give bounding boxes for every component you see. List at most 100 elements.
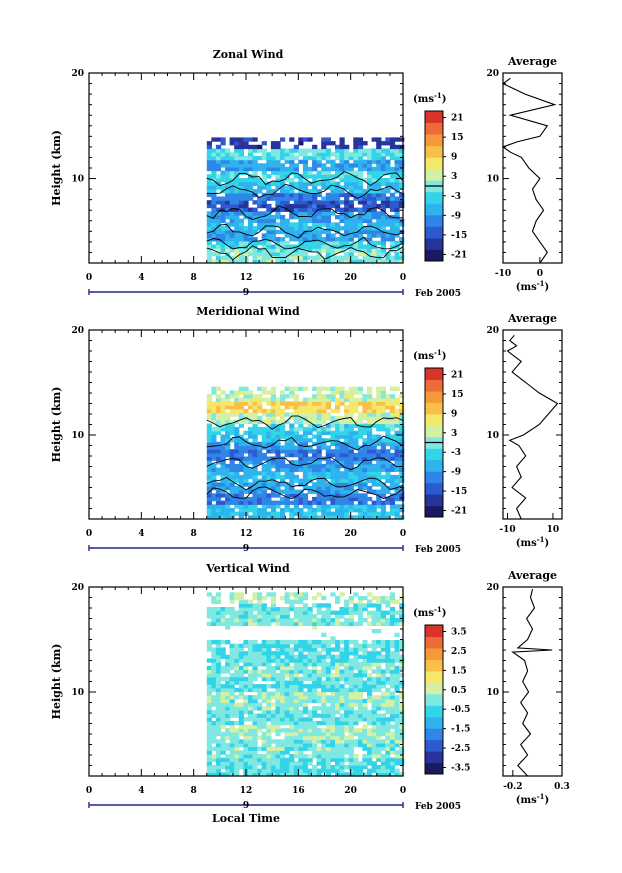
heat-cell (284, 618, 290, 623)
heat-cell (284, 669, 290, 674)
heat-cell (339, 419, 345, 425)
heat-cell (261, 141, 267, 146)
heat-cell (302, 761, 309, 766)
heat-cell (215, 511, 222, 516)
heat-cell (353, 408, 359, 414)
heat-cell (344, 159, 350, 164)
heat-cell (389, 397, 396, 402)
heat-cell (344, 144, 350, 150)
heat-cell (289, 434, 295, 439)
heat-cell (371, 687, 377, 693)
heat-cell (257, 728, 263, 733)
heat-cell (385, 706, 391, 711)
heat-cell (335, 215, 341, 220)
heat-cell (215, 614, 222, 619)
heat-cell (215, 768, 222, 773)
heat-cell (284, 240, 290, 246)
heat-cell (344, 687, 350, 693)
heat-cell (257, 189, 263, 194)
heat-cell (266, 618, 272, 623)
heat-cell (284, 200, 290, 205)
heat-cell (385, 746, 391, 751)
heat-cell (371, 452, 377, 458)
heat-cell (335, 680, 341, 685)
heat-cell (225, 485, 231, 491)
heat-cell (248, 621, 254, 626)
heat-cell (261, 768, 267, 773)
heat-cell (376, 496, 382, 502)
heat-cell (399, 152, 405, 157)
heat-cell (215, 445, 222, 450)
heat-cell (302, 163, 309, 168)
heat-cell (353, 401, 359, 406)
heat-cell (325, 244, 331, 249)
heat-cell (316, 662, 322, 667)
colorbar-swatch (425, 448, 443, 461)
profile-line (506, 334, 559, 520)
heat-cell (234, 434, 240, 439)
heat-cell (206, 452, 212, 458)
heat-cell (266, 159, 272, 164)
heat-cell (312, 181, 318, 186)
heat-cell (215, 452, 222, 458)
heat-cell (394, 739, 400, 744)
contour-line (206, 486, 404, 500)
y-tick-label: 20 (71, 326, 84, 336)
heat-cell (380, 386, 386, 391)
heat-cell (248, 772, 254, 777)
heat-cell (243, 155, 249, 161)
heat-cell (284, 695, 290, 700)
heat-cell (357, 218, 364, 223)
heat-cell (229, 768, 235, 773)
heat-cell (238, 192, 244, 198)
heat-cell (380, 720, 386, 726)
heat-cell (257, 669, 263, 674)
heat-cell (389, 654, 396, 659)
heat-cell (261, 500, 267, 505)
heat-cell (348, 687, 354, 693)
heat-cell (252, 397, 258, 402)
heat-cell (238, 233, 244, 238)
heat-cell (243, 229, 249, 235)
colorbar-swatch (425, 379, 443, 392)
heat-cell (399, 408, 405, 414)
heat-cell (270, 438, 277, 443)
heat-cell (248, 750, 254, 755)
heat-cell (220, 702, 226, 707)
heat-cell (270, 419, 277, 425)
colorbar-tick-label: -9 (451, 211, 461, 221)
heat-cell (325, 614, 331, 619)
heat-cell (339, 607, 345, 612)
heat-cell (220, 750, 226, 755)
heat-cell (220, 618, 226, 623)
heat-cell (321, 618, 327, 623)
heat-cell (344, 742, 350, 748)
heat-cell (284, 687, 290, 693)
heat-cell (215, 754, 222, 759)
heat-cell (367, 240, 373, 246)
heat-cell (252, 603, 258, 608)
heat-cell (399, 654, 405, 659)
heat-cell (234, 709, 240, 715)
heat-cell (293, 192, 299, 198)
heat-cell (238, 386, 244, 391)
heat-cell (220, 441, 226, 447)
heat-cell (289, 713, 295, 718)
heat-cell (280, 673, 286, 678)
heat-cell (325, 610, 331, 615)
heat-cell (339, 482, 345, 487)
heat-cell (344, 203, 350, 209)
heat-cell (266, 244, 272, 249)
heat-cell (206, 181, 212, 186)
heat-cell (280, 478, 286, 483)
heat-cell (380, 218, 386, 223)
heat-cell (270, 163, 277, 168)
heat-cell (325, 438, 331, 443)
heat-cell (394, 724, 400, 729)
heat-cell (376, 768, 382, 773)
heat-cell (330, 504, 336, 509)
heat-cell (325, 467, 331, 472)
heat-cell (371, 423, 377, 428)
heat-cell (243, 144, 249, 150)
heat-cell (385, 687, 391, 693)
